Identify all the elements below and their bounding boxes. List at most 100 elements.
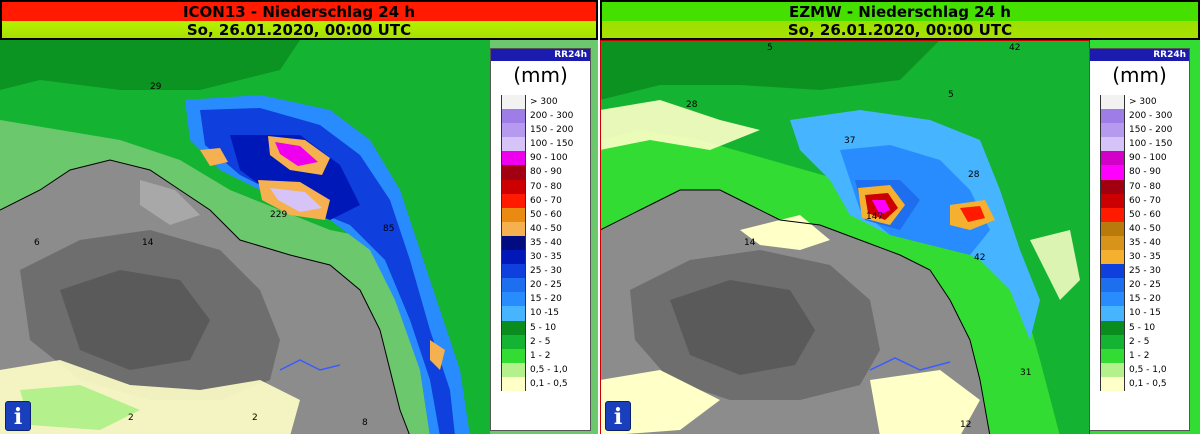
legend-swatch bbox=[501, 334, 526, 349]
legend-label: 35 - 40 bbox=[530, 237, 562, 248]
legend-label: 20 - 25 bbox=[1129, 280, 1161, 291]
map-value-label: 2 bbox=[128, 413, 134, 423]
legend-label: 200 - 300 bbox=[530, 111, 574, 122]
legend-label: 5 - 10 bbox=[530, 322, 557, 333]
legend-label: 20 - 25 bbox=[530, 280, 562, 291]
map-value-label: 147 bbox=[866, 212, 884, 222]
legend-label: 0,1 - 0,5 bbox=[1129, 378, 1167, 389]
legend-swatch bbox=[501, 235, 526, 251]
legend-swatch bbox=[1100, 334, 1125, 349]
legend-swatch bbox=[1100, 165, 1125, 180]
map-title: EZMW - Niederschlag 24 h bbox=[789, 3, 1011, 21]
map-value-label: 37 bbox=[844, 136, 856, 146]
map-value-label: 28 bbox=[686, 100, 698, 110]
map-header: ICON13 - Niederschlag 24 h So, 26.01.202… bbox=[0, 0, 598, 40]
info-icon[interactable]: i bbox=[605, 401, 631, 431]
legend-swatch bbox=[501, 221, 526, 236]
legend-label: 50 - 60 bbox=[1129, 209, 1161, 220]
legend-swatch bbox=[1100, 264, 1125, 279]
legend-swatch bbox=[1100, 221, 1125, 236]
legend-swatch bbox=[1100, 278, 1125, 293]
legend-swatch bbox=[1100, 306, 1125, 321]
legend-label: 1 - 2 bbox=[530, 350, 551, 361]
legend-label: 90 - 100 bbox=[530, 153, 568, 164]
legend-label: 90 - 100 bbox=[1129, 153, 1167, 164]
legend-swatch bbox=[1100, 292, 1125, 307]
legend-swatch bbox=[1100, 348, 1125, 363]
legend-label: 150 - 200 bbox=[1129, 125, 1173, 136]
legend-label: 10 -15 bbox=[530, 308, 560, 319]
legend-label: 35 - 40 bbox=[1129, 237, 1161, 248]
legend-label: 60 - 70 bbox=[530, 195, 562, 206]
map-title: ICON13 - Niederschlag 24 h bbox=[182, 3, 416, 21]
map-value-label: 8 bbox=[362, 418, 368, 428]
legend-label: 25 - 30 bbox=[1129, 266, 1161, 277]
legend-label: 0,5 - 1,0 bbox=[1129, 364, 1167, 375]
map-value-label: 28 bbox=[968, 170, 980, 180]
legend-label: 15 - 20 bbox=[530, 294, 562, 305]
legend-label: > 300 bbox=[1129, 97, 1157, 107]
legend-swatch bbox=[501, 362, 526, 377]
map-value-label: 29 bbox=[150, 82, 162, 92]
legend-swatch bbox=[501, 292, 526, 307]
legend-swatch bbox=[1100, 179, 1125, 194]
legend-swatch bbox=[501, 264, 526, 279]
legend-swatch bbox=[501, 151, 526, 166]
legend-swatch bbox=[501, 278, 526, 293]
legend-label: 70 - 80 bbox=[530, 181, 562, 192]
legend-swatch bbox=[1100, 109, 1125, 124]
legend-label: 2 - 5 bbox=[530, 336, 551, 347]
legend-swatch bbox=[1100, 320, 1125, 335]
legend-unit: (mm) bbox=[1112, 63, 1167, 87]
legend-label: 80 - 90 bbox=[1129, 167, 1161, 178]
legend-label: 200 - 300 bbox=[1129, 111, 1173, 122]
bottom-rule bbox=[600, 434, 1200, 439]
ezmw-precipitation-map[interactable] bbox=[600, 40, 1200, 436]
legend-swatch bbox=[501, 193, 526, 208]
map-date: So, 26.01.2020, 00:00 UTC bbox=[186, 21, 412, 39]
map-value-label: 14 bbox=[142, 238, 154, 248]
map-value-label: 6 bbox=[34, 238, 40, 248]
map-value-label: 5 bbox=[767, 43, 773, 53]
legend-swatch bbox=[1100, 137, 1125, 152]
legend-swatch bbox=[501, 137, 526, 152]
map-value-label: 42 bbox=[974, 253, 986, 263]
legend-code: RR24h bbox=[491, 49, 590, 61]
bottom-rule bbox=[0, 434, 598, 439]
legend-swatch bbox=[1100, 362, 1125, 377]
legend-swatch bbox=[1100, 151, 1125, 166]
legend-label: 40 - 50 bbox=[1129, 223, 1161, 234]
legend-label: 50 - 60 bbox=[530, 209, 562, 220]
legend-label: 25 - 30 bbox=[530, 266, 562, 277]
legend-swatch bbox=[1100, 235, 1125, 251]
info-icon[interactable]: i bbox=[5, 401, 31, 431]
map-value-label: 42 bbox=[1009, 43, 1021, 53]
legend-swatch bbox=[501, 320, 526, 335]
legend-swatch bbox=[1100, 193, 1125, 208]
legend-label: 0,5 - 1,0 bbox=[530, 364, 568, 375]
legend-label: 100 - 150 bbox=[1129, 139, 1173, 150]
legend-unit: (mm) bbox=[513, 63, 568, 87]
map-value-label: 14 bbox=[744, 238, 756, 248]
map-value-label: 85 bbox=[383, 224, 395, 234]
legend-swatch bbox=[501, 306, 526, 321]
legend-label: 2 - 5 bbox=[1129, 336, 1150, 347]
legend-label: 60 - 70 bbox=[1129, 195, 1161, 206]
legend-label: 150 - 200 bbox=[530, 125, 574, 136]
legend-label: 30 - 35 bbox=[1129, 252, 1161, 263]
legend-swatch bbox=[501, 95, 526, 110]
panel-divider bbox=[598, 0, 600, 439]
legend-label: 0,1 - 0,5 bbox=[530, 378, 568, 389]
legend-label: 5 - 10 bbox=[1129, 322, 1156, 333]
legend-swatch bbox=[501, 109, 526, 124]
map-value-label: 31 bbox=[1020, 368, 1032, 378]
legend-code: RR24h bbox=[1090, 49, 1189, 61]
legend-swatch bbox=[501, 376, 526, 391]
legend-swatch bbox=[501, 250, 526, 265]
legend-swatch bbox=[1100, 123, 1125, 138]
legend-swatch bbox=[501, 123, 526, 138]
icon13-panel: 29 229 85 14 6 2 2 8 ICON13 - Niederschl… bbox=[0, 0, 598, 439]
map-value-label: 229 bbox=[270, 210, 288, 220]
map-date: So, 26.01.2020, 00:00 UTC bbox=[787, 21, 1013, 39]
map-value-label: 12 bbox=[960, 420, 972, 430]
